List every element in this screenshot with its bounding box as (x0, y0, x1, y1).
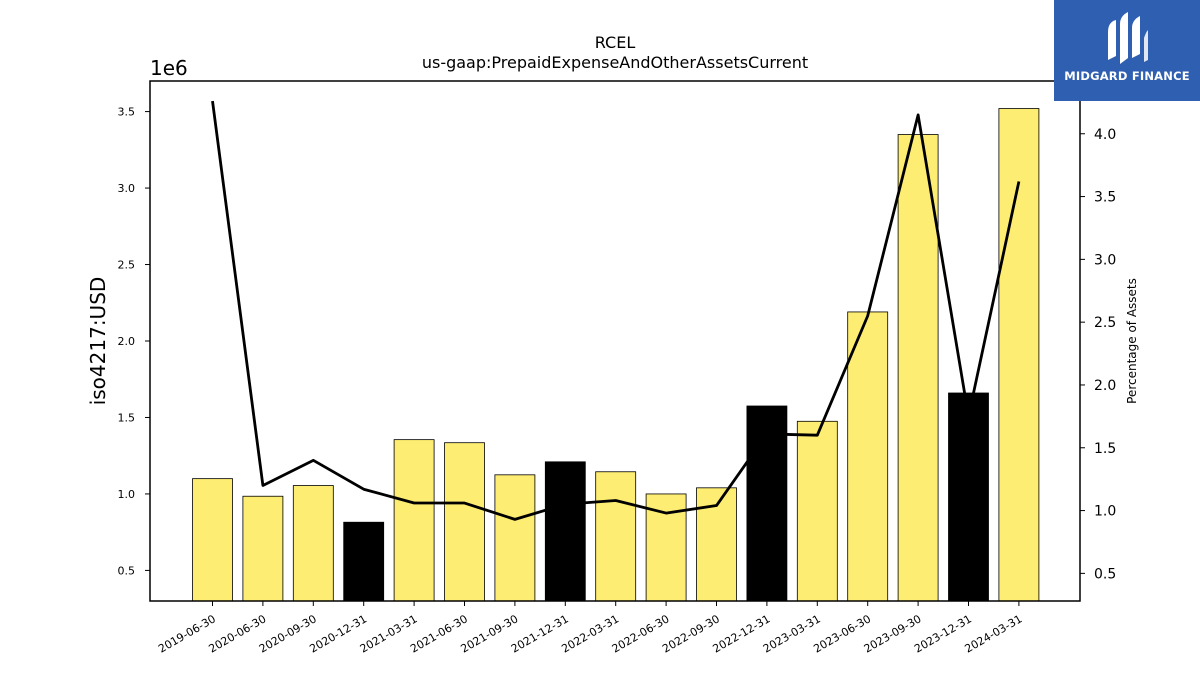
y2-tick-label: 1.5 (1094, 441, 1116, 457)
x-tick-label: 2024-03-31 (963, 612, 1025, 655)
y2-tick-label: 4.0 (1094, 127, 1116, 143)
bar-2021-09-30 (494, 474, 536, 602)
line-series (211, 100, 1021, 521)
bar-2020-09-30 (292, 485, 334, 602)
y-tick-label: 1.0 (118, 488, 136, 501)
y2-axis-label: Percentage of Assets (1125, 278, 1139, 404)
bar-2023-12-31 (948, 392, 989, 602)
y-tick-label: 2.5 (118, 259, 136, 272)
bar-2023-06-30 (847, 311, 889, 602)
x-axis-ticks: 2019-06-302020-06-302020-09-302020-12-31… (156, 601, 1024, 656)
y-tick-label: 3.0 (118, 182, 136, 195)
y2-tick-label: 3.5 (1094, 190, 1116, 206)
bar-series (192, 108, 1040, 602)
midgard-finance-logo: MIDGARD FINANCE (1054, 0, 1200, 101)
y-tick-label: 1.5 (118, 411, 136, 424)
bar-2021-03-31 (393, 439, 435, 602)
bar-2022-03-31 (595, 471, 637, 602)
y-axis-label: iso4217:USD (86, 277, 110, 406)
y2-tick-label: 0.5 (1094, 566, 1116, 582)
chart-title: RCEL (595, 33, 636, 52)
bar-2020-06-30 (242, 495, 284, 602)
bar-2020-12-31 (343, 521, 385, 602)
bar-2021-12-31 (544, 461, 586, 602)
logo-text: MIDGARD FINANCE (1064, 69, 1190, 83)
y2-tick-label: 1.0 (1094, 504, 1116, 520)
y2-tick-label: 2.0 (1094, 378, 1116, 394)
bar-2024-03-31 (998, 108, 1040, 602)
y2-tick-label: 2.5 (1094, 315, 1116, 331)
y2-tick-label: 3.0 (1094, 252, 1116, 268)
midgard-logo-icon (1108, 12, 1148, 64)
y-tick-label: 2.0 (118, 335, 136, 348)
y-axis-ticks: 0.5 1.0 1.5 2.0 2.5 3.0 3.5 (118, 106, 150, 577)
bar-2021-06-30 (444, 442, 485, 602)
chart-subtitle: us-gaap:PrepaidExpenseAndOtherAssetsCurr… (422, 53, 808, 72)
bar-2019-06-30 (192, 478, 233, 602)
y-tick-label: 0.5 (118, 564, 136, 577)
percentage-line (211, 100, 1021, 521)
bar-2023-03-31 (796, 420, 838, 602)
y-axis-offset-label: 1e6 (150, 56, 188, 80)
y-tick-label: 3.5 (118, 106, 136, 119)
bar-2022-12-31 (746, 405, 788, 602)
bar-2023-09-30 (897, 134, 939, 602)
y2-axis-ticks: 0.5 1.0 1.5 2.0 2.5 3.0 3.5 4.0 (1080, 127, 1116, 582)
